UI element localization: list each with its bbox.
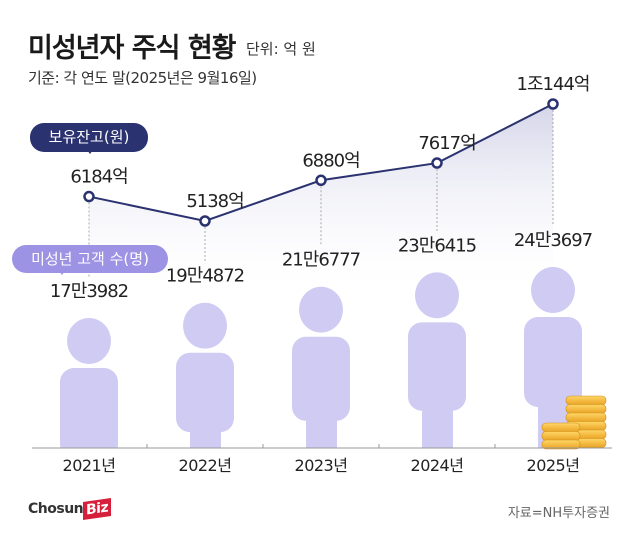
coin (565, 404, 607, 414)
balance-label: 5138억 (186, 191, 243, 212)
year-tick-label: 2024년 (411, 456, 464, 475)
balance-label: 6880억 (302, 150, 359, 171)
figure-head (531, 267, 575, 313)
figure-head (183, 302, 227, 349)
coin (565, 412, 607, 423)
figure-body (176, 352, 234, 433)
figure-head (415, 272, 459, 319)
customer-count-label: 21만6777 (282, 250, 360, 271)
year-tick-label: 2021년 (63, 456, 116, 475)
balance-point (199, 215, 211, 227)
customer-figure (408, 272, 466, 448)
balance-point (83, 190, 95, 203)
figure-legs (422, 396, 453, 448)
balance-label: 7617억 (418, 133, 475, 154)
customer-count-label: 19만4872 (166, 266, 244, 287)
customer-count-label: 24만3697 (514, 230, 592, 251)
balance-point (431, 157, 443, 169)
baseline-mask (0, 448, 640, 468)
coin (565, 395, 607, 406)
chart-title: 미성년자 주식 현황 (28, 33, 237, 64)
year-tick-label: 2023년 (295, 456, 348, 475)
figure-body (408, 322, 466, 411)
basis-note: 기준: 각 연도 말(2025년은 9월16일) (28, 69, 257, 87)
coin (541, 439, 581, 450)
legend-balance: 보유잔고(원) (30, 123, 148, 154)
customer-figure (292, 286, 350, 448)
figure-legs (306, 406, 337, 448)
chosunbiz-logo: Chosun Biz (28, 498, 112, 520)
balance-label: 1조144억 (517, 74, 590, 95)
balance-point (315, 174, 327, 187)
unit-label: 단위: 억 원 (246, 40, 316, 58)
coin (541, 422, 581, 433)
source-note: 자료=NH투자증권 (507, 506, 610, 521)
figure-head (67, 318, 111, 364)
figure-head (299, 286, 343, 333)
figure-legs (190, 418, 221, 448)
year-tick-label: 2022년 (179, 456, 232, 475)
customer-figure (60, 318, 118, 458)
figure-body (60, 368, 118, 458)
balance-label: 6184억 (70, 167, 127, 188)
customer-figure (176, 302, 234, 448)
figure-body (524, 317, 582, 407)
year-tick-label: 2025년 (527, 456, 580, 475)
customer-count-label: 23만6415 (398, 235, 476, 256)
coin (541, 431, 581, 441)
legend-customers: 미성년 고객 수(명) (12, 245, 168, 275)
balance-point (547, 98, 559, 110)
figure-body (292, 336, 350, 421)
customer-count-label: 17만3982 (50, 281, 128, 302)
coin-stack-icon (541, 395, 607, 450)
